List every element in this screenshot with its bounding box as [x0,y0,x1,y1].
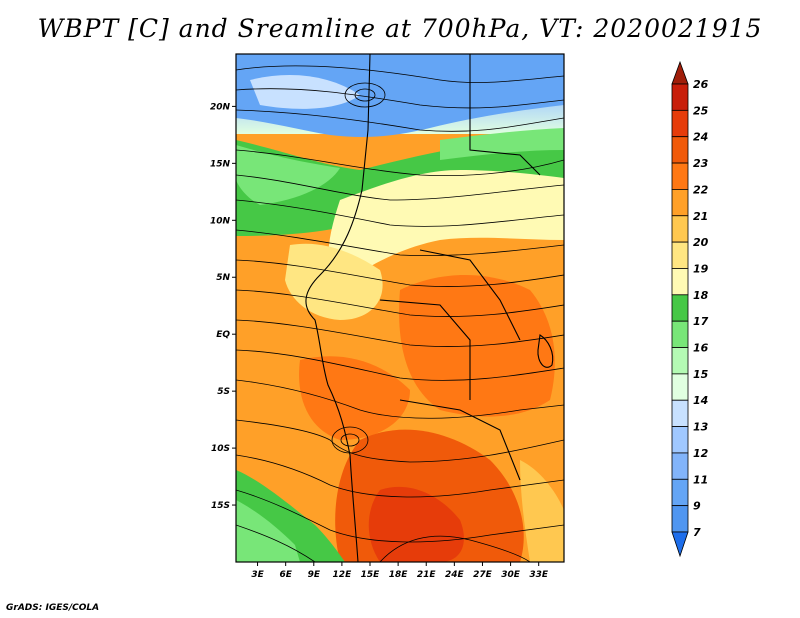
colorbar-label: 24 [693,131,708,144]
colorbar: 26 25 24 23 22 21 20 19 18 17 16 15 14 13 12 11 9 7 [671,60,709,558]
colorbar-label: 12 [693,447,709,460]
colorbar-label: 26 [693,78,709,91]
map-title: WBPT [C] and Sreamline at 700hPa, VT: 20… [37,14,763,43]
lat-label: 20N [210,102,231,112]
lat-label: 5S [217,387,230,397]
colorbar-box [671,373,689,401]
map-frame [235,53,565,563]
colorbar-label: 11 [693,473,708,486]
colorbar-box [671,109,689,138]
lat-label: EQ [216,330,230,340]
colorbar-box [671,241,689,269]
lon-label: 15E [361,570,381,580]
colorbar-label: 25 [693,104,709,117]
colorbar-min-arrow [671,531,689,558]
lon-label: 30E [501,570,521,580]
lat-label: 15N [210,159,231,169]
lon-label: 18E [389,570,409,580]
lon-label: 3E [251,570,264,580]
longitude-axis: 3E 6E 9E 12E 15E 18E 21E 24E 27E 30E 33E [251,562,549,580]
colorbar-box [671,452,689,480]
lat-label: 15S [211,501,230,511]
colorbar-label: 15 [693,368,709,381]
lon-label: 6E [279,570,292,580]
colorbar-label: 21 [693,210,708,223]
colorbar-box [671,294,689,322]
lon-label: 9E [308,570,321,580]
colorbar-label: 7 [693,526,701,539]
colorbar-label: 9 [693,500,701,513]
colorbar-box [671,136,689,164]
lon-label: 33E [529,570,549,580]
colorbar-box [671,399,689,427]
streamlines [236,65,564,562]
colorbar-label: 14 [693,394,708,407]
grads-credit: GrADS: IGES/COLA [6,603,100,613]
lon-label: 21E [417,570,437,580]
colorbar-box [671,189,689,217]
colorbar-label: 23 [693,157,709,170]
colorbar-max-arrow [671,60,689,85]
colorbar-label: 17 [693,315,709,328]
colorbar-box [671,505,689,533]
lon-label: 24E [445,570,465,580]
latitude-axis: 20N 15N 10N 5N EQ 5S 10S 15S [210,102,236,511]
lat-label: 5N [216,273,230,283]
wbpt-shading [236,54,564,562]
colorbar-box [671,162,689,190]
colorbar-box [671,320,689,348]
colorbar-label: 19 [693,262,709,275]
colorbar-box [671,215,689,243]
colorbar-label: 16 [693,342,709,355]
colorbar-box [671,426,689,454]
lon-label: 27E [473,570,493,580]
lat-label: 10S [211,444,230,454]
colorbar-label: 20 [693,236,709,249]
colorbar-box [671,268,689,296]
colorbar-box [671,347,689,375]
colorbar-box [671,83,689,111]
colorbar-box [671,478,689,507]
colorbar-label: 22 [693,183,709,196]
colorbar-label: 13 [693,421,709,434]
lon-label: 12E [333,570,353,580]
colorbar-label: 18 [693,289,709,302]
lat-label: 10N [210,216,231,226]
coastlines [305,54,554,562]
